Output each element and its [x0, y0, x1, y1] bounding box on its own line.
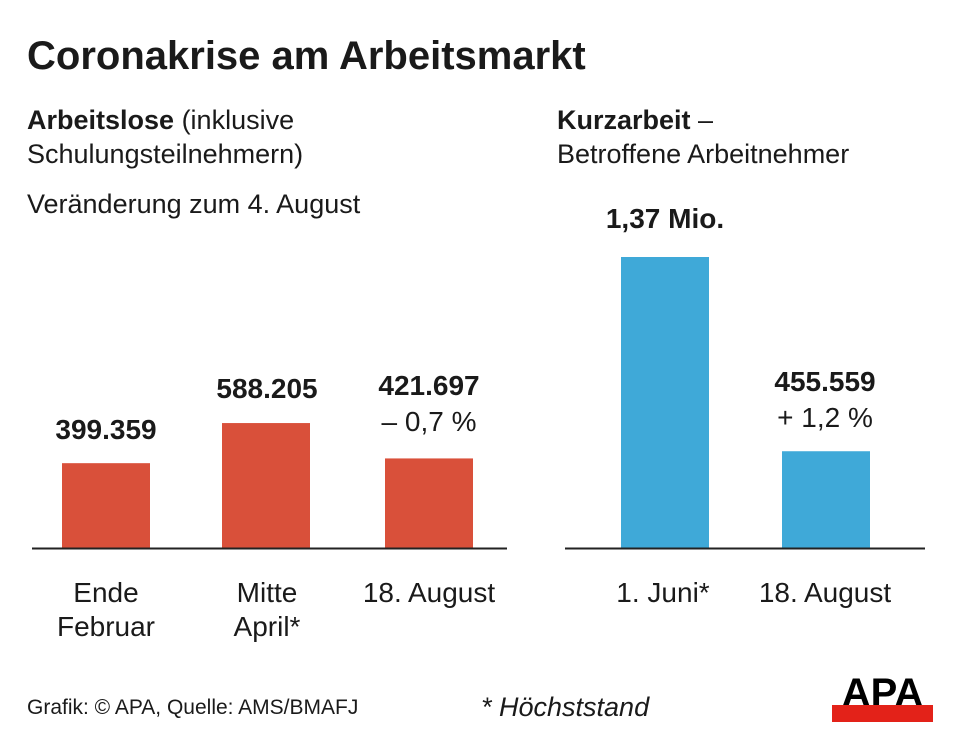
category-label: 18. August — [758, 577, 892, 608]
left-heading-rest: (inklusive — [174, 105, 295, 135]
category-label: Mitte April* — [167, 576, 367, 644]
data-label: 588.205 — [216, 373, 318, 404]
chart-title: Coronakrise am Arbeitsmarkt — [27, 34, 586, 78]
right-heading-line2: Betroffene Arbeitnehmer — [557, 139, 850, 169]
change-label: – 0,7 % — [381, 406, 477, 437]
bar — [385, 458, 473, 548]
left-note: Veränderung zum 4. August — [27, 189, 361, 219]
bar — [62, 463, 150, 548]
category-line: Mitte — [236, 577, 298, 608]
data-label: 1,37 Mio. — [605, 203, 725, 234]
apa-logo: APA — [832, 671, 933, 723]
data-label: 421.697 — [378, 370, 480, 401]
left-heading-line2: Schulungsteilnehmern) — [27, 139, 304, 169]
bar — [621, 257, 709, 548]
right-heading-rest: – — [690, 105, 714, 135]
data-label: 399.359 — [55, 414, 157, 445]
category-label: Ende Februar — [6, 576, 206, 644]
category-line: April* — [233, 611, 301, 642]
category-label: 18. August — [362, 577, 496, 608]
category-label: 1. Juni* — [616, 577, 710, 608]
category-line: Ende — [73, 577, 139, 608]
category-line: Februar — [56, 611, 156, 642]
bar — [222, 423, 310, 548]
left-heading: Arbeitslose (inklusive Schulungsteilnehm… — [27, 103, 303, 171]
left-heading-bold: Arbeitslose — [27, 105, 175, 135]
right-heading: Kurzarbeit – Betroffene Arbeitnehmer — [557, 103, 849, 171]
footnote: * Höchststand — [481, 692, 650, 722]
right-heading-bold: Kurzarbeit — [557, 105, 691, 135]
bar — [782, 451, 870, 548]
source-text: Grafik: © APA, Quelle: AMS/BMAFJ — [27, 696, 359, 719]
data-label: 455.559 — [774, 366, 876, 397]
change-label: + 1,2 % — [777, 402, 873, 433]
